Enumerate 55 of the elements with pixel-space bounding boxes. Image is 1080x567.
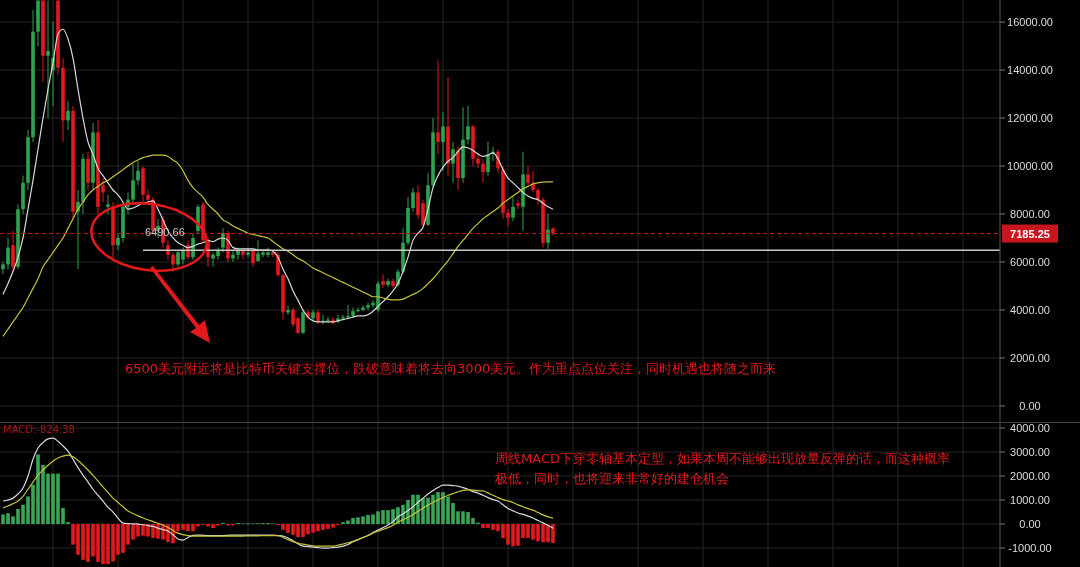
candlestick (66, 100, 70, 131)
line-series (2, 28, 554, 323)
candlestick (301, 309, 305, 335)
candlestick (131, 163, 135, 205)
candlestick (116, 232, 120, 251)
candlestick (526, 165, 530, 186)
y-tick-label: -1000.00 (1008, 542, 1052, 555)
y-tick-label: 16000.00 (1007, 16, 1053, 29)
candlestick (1, 261, 5, 275)
candlestick (346, 304, 350, 319)
candlestick (506, 208, 510, 227)
candlestick (341, 314, 345, 321)
candlestick (546, 213, 550, 250)
y-tick-label: 8000.00 (1010, 208, 1050, 220)
y-tick-label: 14000.00 (1007, 64, 1053, 77)
candlestick (466, 105, 470, 145)
candlestick (486, 141, 490, 177)
candlestick (441, 111, 445, 172)
candlestick (6, 237, 10, 270)
candlestick (356, 307, 360, 313)
y-tick-label: 3000.00 (1010, 446, 1050, 459)
y-tick-label: 1000.00 (1010, 494, 1050, 507)
candlestick (11, 230, 15, 273)
candlestick (411, 187, 415, 213)
candlestick (171, 251, 175, 273)
candlestick (516, 199, 520, 210)
candlestick (386, 278, 390, 288)
annotation: 周线MACD下穿零轴基本定型，如果本周不能够出现放量反弹的话，而这种概率极低，同时，也将迎来非常好的建仓机会 (494, 451, 950, 487)
y-tick-label: 0.00 (1019, 518, 1041, 531)
annotation: MACD:-824.38 (3, 424, 75, 435)
candlestick (136, 160, 140, 186)
candlestick (106, 194, 110, 215)
line-series (2, 154, 554, 337)
candlestick (481, 158, 485, 184)
candlestick (381, 273, 385, 289)
candlestick (76, 189, 80, 270)
candlestick (451, 141, 455, 184)
ref-line-label: 7185.25 (1010, 227, 1050, 240)
y-tick-label: 4000.00 (1010, 303, 1050, 316)
y-tick-label: 4000.00 (1010, 422, 1050, 435)
candlestick (366, 302, 370, 311)
candlestick (476, 153, 480, 169)
y-tick-label: 6000.00 (1010, 255, 1050, 268)
candlestick (231, 249, 235, 263)
y-tick-label: 0.00 (1019, 399, 1041, 412)
y-tick-label: 2000.00 (1010, 470, 1050, 483)
candlestick (326, 316, 330, 324)
y-tick-label: 12000.00 (1007, 112, 1053, 125)
candlestick (436, 59, 440, 155)
y-tick-label: 10000.00 (1007, 160, 1053, 173)
annotation: 6500美元附近将是比特币关键支撑位，跌破意味着将去向3000美元。作为重点点位关注，同时机遇也将随之而来 (125, 361, 777, 376)
candlestick (511, 196, 515, 222)
candlestick (86, 151, 90, 191)
y-tick-label: 2000.00 (1010, 351, 1050, 364)
candlestick (46, 0, 50, 119)
